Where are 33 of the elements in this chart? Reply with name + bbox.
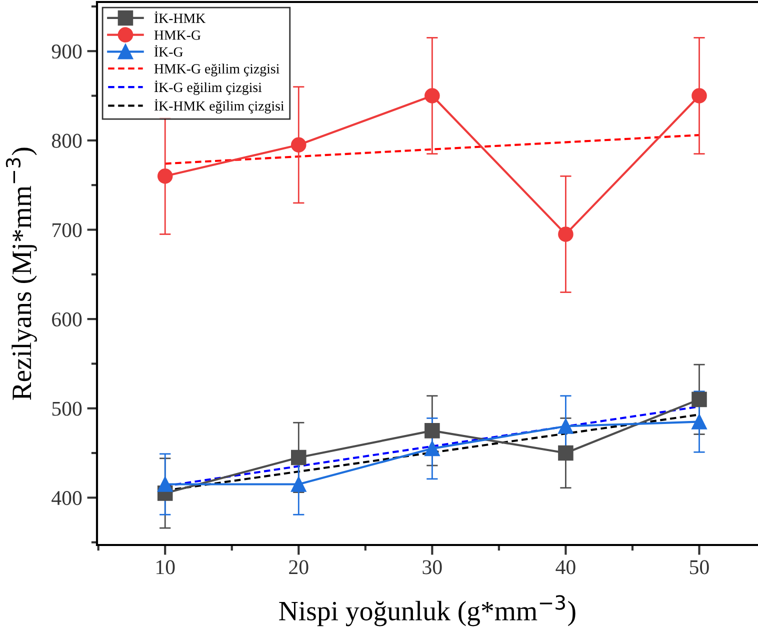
point [692, 88, 707, 104]
x-tick-label: 40 [556, 560, 576, 574]
x-tick-label: 10 [156, 560, 175, 574]
y-axis-title: Rezilyans (Mj*mm$^{−3}$) [6, 148, 37, 400]
legend-label: İK-HMK [154, 11, 206, 23]
legend-label: HMK-G [154, 30, 201, 40]
point [157, 476, 173, 492]
point [424, 440, 440, 456]
point [424, 423, 440, 438]
point [424, 88, 440, 104]
x-tick-label: 30 [422, 560, 442, 574]
point [558, 418, 574, 434]
y-tick-label: 700 [52, 223, 82, 238]
legend-label: İK-G [154, 45, 183, 57]
legend-label: İK-HMK eğilim çizgisi [154, 99, 284, 114]
y-tick-label: 600 [52, 312, 82, 326]
point [291, 476, 306, 492]
point [558, 226, 574, 242]
point [558, 445, 574, 461]
legend-label: İK-G eğilim çizgisi [154, 80, 262, 95]
point [157, 168, 173, 184]
y-tick-label: 800 [52, 134, 82, 148]
x-tick-label: 50 [690, 560, 709, 574]
y-tick-label: 400 [52, 491, 82, 506]
point [291, 450, 306, 466]
point [692, 392, 707, 408]
y-tick-label: 500 [52, 402, 82, 416]
point [692, 414, 707, 430]
point [291, 137, 306, 153]
x-axis-title: Nispi yoğunluk (g*mm$^{−3}$) [279, 595, 576, 626]
y-tick-label: 900 [52, 44, 82, 59]
legend-label: HMK-G eğilim çizgisi [154, 64, 280, 76]
x-tick-label: 20 [289, 560, 308, 574]
